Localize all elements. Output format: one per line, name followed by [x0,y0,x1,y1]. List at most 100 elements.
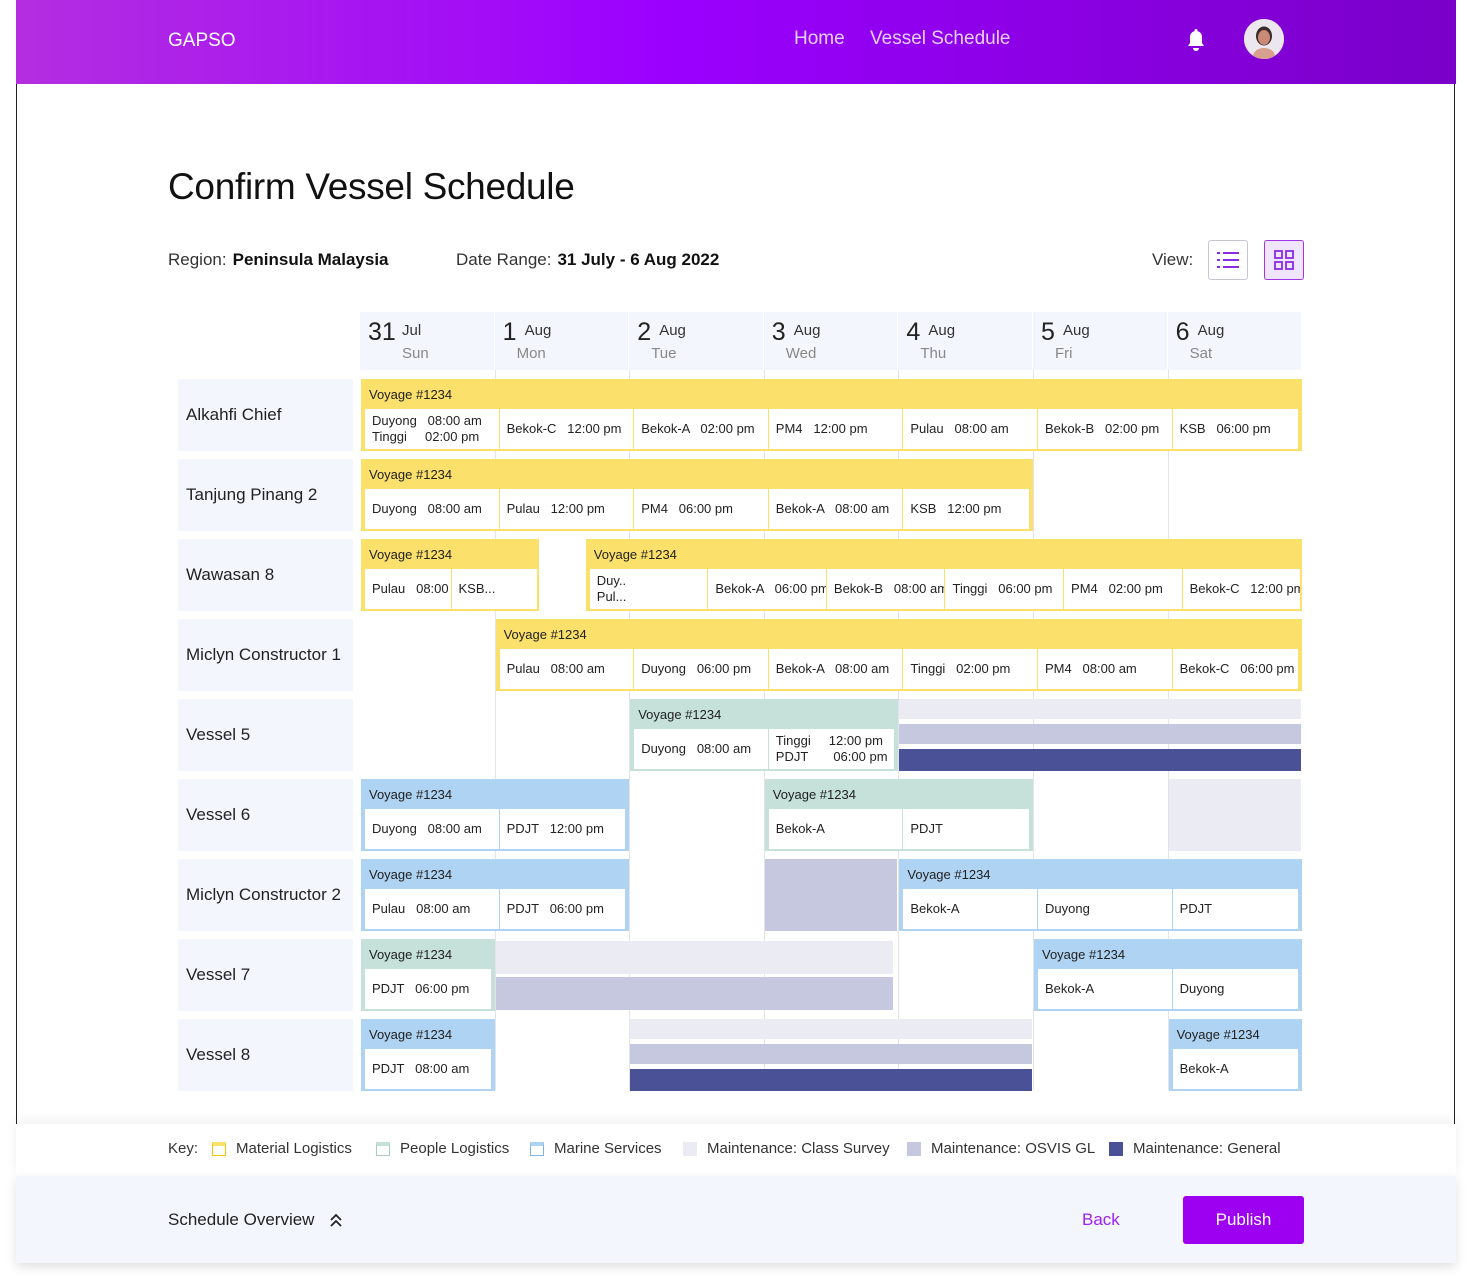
stop-cell[interactable]: Pulau 12:00 pm [499,489,634,529]
stop-cell[interactable]: Bekok-C 12:00 pm [499,409,634,449]
stop-cell[interactable]: Bekok-A [1038,969,1172,1009]
legend-label: Material Logistics [236,1140,352,1157]
stop-cell[interactable]: Duyong 08:00 am [634,729,768,769]
list-view-button[interactable] [1208,240,1248,280]
stop-cell[interactable]: KSB 12:00 pm [903,489,1029,529]
stop-cell[interactable]: Pulau 08:00 am [365,889,499,929]
vessel-name[interactable]: Vessel 5 [178,699,353,771]
stop-cell[interactable]: Pulau 08:00 am [903,409,1037,449]
legend-bar: Key: Material Logistics People Logistics M… [16,1124,1456,1176]
maintenance-block-osvis[interactable] [495,977,894,1010]
voyage-bar[interactable]: Voyage #1234 Duyong 08:00 am Pulau 12:00 p… [361,459,1033,531]
vessel-name[interactable]: Vessel 8 [178,1019,353,1091]
stop-cell[interactable]: Tinggi 12:00 pm PDJT 06:00 pm [768,729,895,769]
stop-cell[interactable]: Duy.. Pul... [589,569,708,609]
vessel-name[interactable]: Miclyn Constructor 2 [178,859,353,931]
voyage-bar[interactable]: Voyage #1234 Bekok-A [1168,1019,1303,1091]
day-number: 4 [906,318,921,346]
maintenance-block-osvis[interactable] [899,724,1302,744]
stop-cell[interactable]: PM4 12:00 pm [768,409,903,449]
stop-entry: Duy.. [596,573,627,588]
schedule-overview-toggle[interactable]: Schedule Overview [168,1210,344,1230]
vessel-name[interactable]: Tanjung Pinang 2 [178,459,353,531]
stop-cell[interactable]: Bekok-A 06:00 pm [708,569,826,609]
maintenance-block-osvis[interactable] [764,859,898,931]
stop-cell[interactable]: Bekok-C 12:00 pm [1182,569,1301,609]
stop-cell[interactable]: Bekok-A [1172,1049,1299,1089]
day-divider [494,370,496,1090]
notification-bell-icon[interactable] [1184,28,1208,54]
stop-entry: PDJT 06:00 pm [372,981,470,996]
stop-cell[interactable]: PDJT 06:00 pm [499,889,626,929]
stop-cell[interactable]: PDJT 08:00 am [365,1049,491,1089]
voyage-bar[interactable]: Voyage #1234 Pulau 08:00 am Duyong 06:00 p… [495,619,1303,691]
stop-cell[interactable]: Bekok-A [903,889,1037,929]
grid-view-button[interactable] [1264,240,1304,280]
stop-entry: Bekok-A [775,821,825,836]
stop-cell[interactable]: Bekok-A 02:00 pm [634,409,768,449]
stop-cell[interactable]: Pulau 08:00 am [365,569,451,609]
day-number: 5 [1041,318,1055,346]
stop-cell[interactable]: Duyong [1172,969,1299,1009]
maintenance-block-general[interactable] [899,749,1302,771]
stop-cell[interactable]: PM4 06:00 pm [634,489,768,529]
stop-cell[interactable]: PDJT 12:00 pm [499,809,626,849]
maintenance-block-general[interactable] [630,1069,1032,1091]
maintenance-block-class-survey[interactable] [1168,779,1302,851]
user-avatar[interactable] [1244,19,1284,59]
maintenance-block-osvis[interactable] [630,1044,1032,1064]
stop-cell[interactable]: Duyong 08:00 am [365,489,499,529]
vessel-name[interactable]: Vessel 6 [178,779,353,851]
voyage-bar[interactable]: Voyage #1234 Duyong 08:00 am PDJT 12:00 pm [361,779,630,851]
brand-logo[interactable]: GAPSO [168,30,236,51]
voyage-bar[interactable]: Voyage #1234 PDJT 06:00 pm [361,939,495,1011]
stop-cell[interactable]: KSB... [451,569,537,609]
voyage-label: Voyage #1234 [369,787,453,802]
voyage-bar[interactable]: Voyage #1234 Bekok-A Duyong PDJT [899,859,1303,931]
voyage-bar[interactable]: Voyage #1234 Bekok-A Duyong [1034,939,1303,1011]
stop-cell[interactable]: Duyong 08:00 am [365,809,499,849]
stop-cell[interactable]: Bekok-A 08:00 am [768,489,903,529]
stop-cell[interactable]: Duyong 06:00 pm [634,649,768,689]
voyage-bar[interactable]: Voyage #1234 Pulau 08:00 am KSB... [361,539,540,611]
stop-cell[interactable]: PM4 08:00 am [1037,649,1172,689]
maintenance-block-class-survey[interactable] [630,1019,1032,1039]
stop-cell[interactable]: KSB 06:00 pm [1172,409,1299,449]
vessel-name[interactable]: Alkahfi Chief [178,379,353,451]
stop-cell[interactable]: Duyong 08:00 am Tinggi 02:00 pm [365,409,499,449]
vessel-name[interactable]: Vessel 7 [178,939,353,1011]
vessel-name[interactable]: Miclyn Constructor 1 [178,619,353,691]
stop-cell[interactable]: Bekok-A [768,809,903,849]
stop-cell[interactable]: PDJT [903,809,1029,849]
stop-cell[interactable]: PDJT [1172,889,1299,929]
stop-entry: PDJT [910,821,943,836]
stop-cell[interactable]: Bekok-B 08:00 am [826,569,945,609]
back-button[interactable]: Back [1082,1210,1120,1229]
day-weekday: Fri [1055,345,1073,362]
voyage-bar[interactable]: Voyage #1234 PDJT 08:00 am [361,1019,495,1091]
stop-cell[interactable]: Pulau 08:00 am [499,649,634,689]
nav-vessel-schedule-link[interactable]: Vessel Schedule [870,28,1011,49]
stop-cell[interactable]: Bekok-B 02:00 pm [1038,409,1172,449]
voyage-label: Voyage #1234 [1176,1027,1260,1042]
voyage-bar[interactable]: Voyage #1234 Pulau 08:00 am PDJT 06:00 pm [361,859,630,931]
voyage-bar[interactable]: Voyage #1234 Bekok-A PDJT [764,779,1033,851]
vessel-name[interactable]: Wawasan 8 [178,539,353,611]
stop-cell[interactable]: PDJT 06:00 pm [365,969,491,1009]
stop-cell[interactable]: Bekok-A 08:00 am [768,649,903,689]
voyage-bar[interactable]: Voyage #1234 Duy.. Pul... Bekok-A 06:00 pm B… [585,539,1303,611]
stop-cell[interactable]: PM4 02:00 pm [1064,569,1182,609]
publish-button[interactable]: Publish [1183,1196,1304,1244]
maintenance-block-class-survey[interactable] [899,699,1302,719]
stop-cell[interactable]: Bekok-C 06:00 pm [1172,649,1299,689]
legend-label: People Logistics [400,1140,510,1157]
voyage-bar[interactable]: Voyage #1234 Duyong 08:00 am Tinggi 12:00 … [630,699,899,771]
stop-cell[interactable]: Tinggi 02:00 pm [903,649,1037,689]
legend-swatch [212,1141,226,1156]
stop-cell[interactable]: Duyong [1037,889,1172,929]
stop-entry: Pulau 08:00 am [372,581,449,596]
stop-cell[interactable]: Tinggi 06:00 pm [945,569,1064,609]
nav-home-link[interactable]: Home [794,28,845,49]
maintenance-block-class-survey[interactable] [495,941,894,974]
voyage-bar[interactable]: Voyage #1234 Duyong 08:00 am Tinggi 02:00 … [361,379,1303,451]
